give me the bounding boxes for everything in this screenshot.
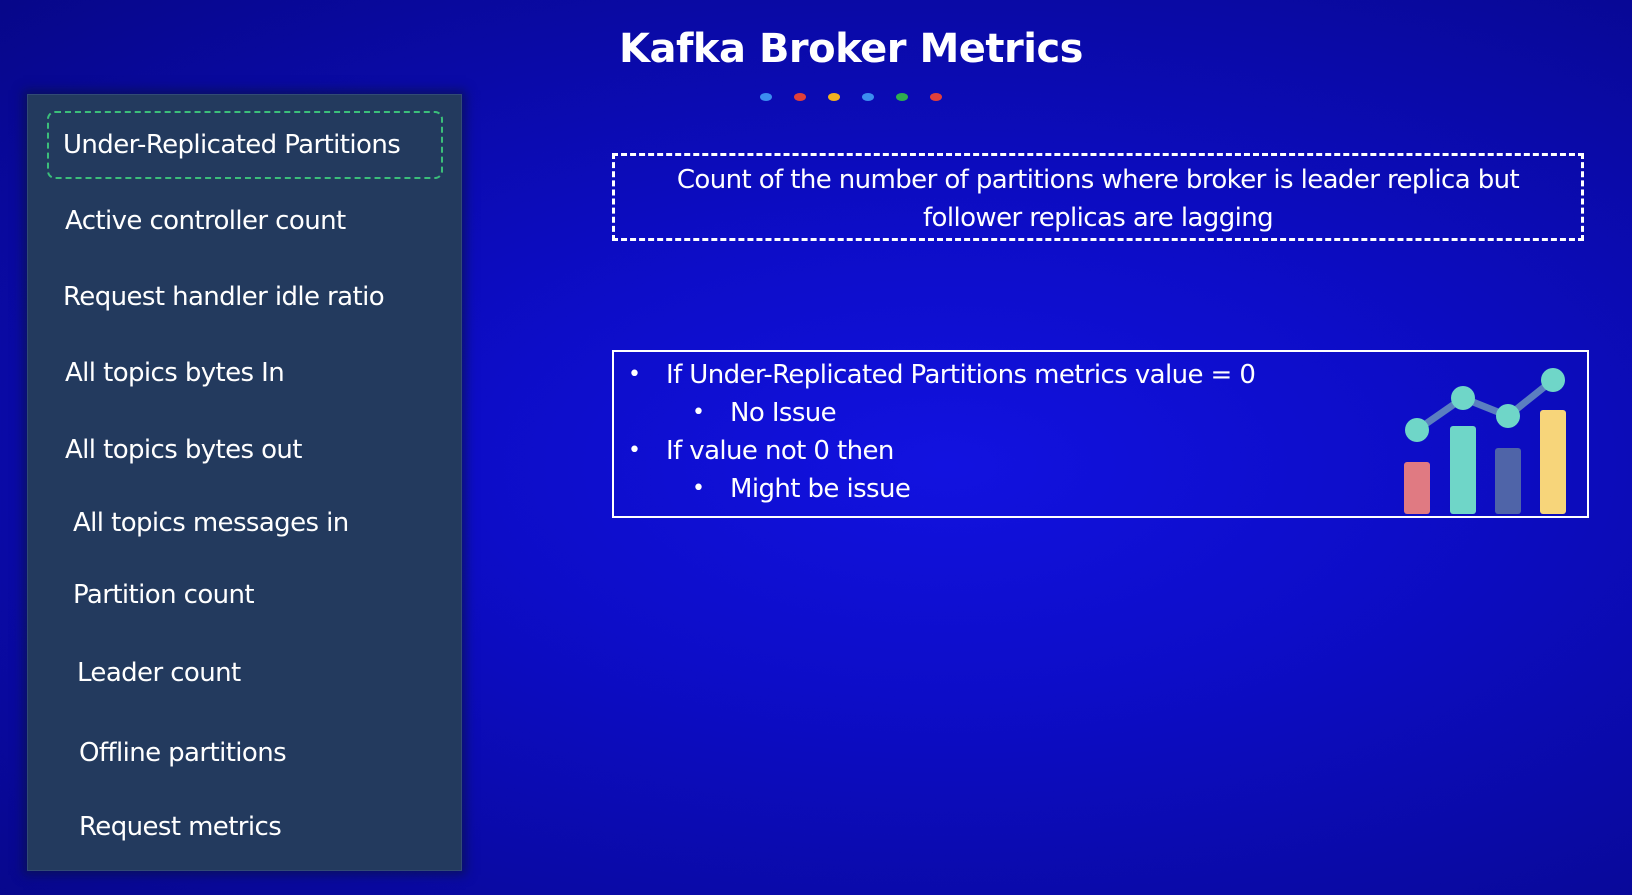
bullet-mark: • [628, 438, 641, 463]
icon-node [1405, 418, 1429, 442]
sidebar-item-under-replicated-partitions[interactable]: Under-Replicated Partitions [46, 111, 444, 179]
bullet-item: • If Under-Replicated Partitions metrics… [628, 358, 1256, 392]
sidebar-item-all-topics-bytes-in[interactable]: All topics bytes In [65, 358, 285, 388]
bullet-mark: • [692, 476, 705, 501]
sidebar-item-offline-partitions[interactable]: Offline partitions [79, 738, 287, 768]
bullet-text: If value not 0 then [666, 436, 894, 466]
icon-bar [1450, 426, 1476, 514]
sidebar-item-request-handler-idle-ratio[interactable]: Request handler idle ratio [63, 282, 385, 312]
icon-node [1541, 368, 1565, 392]
sidebar-item-all-topics-bytes-out[interactable]: All topics bytes out [65, 435, 303, 465]
bullet-mark: • [628, 362, 641, 387]
icon-node [1451, 386, 1475, 410]
decoration-dot [862, 93, 874, 101]
sidebar-item-request-metrics[interactable]: Request metrics [79, 812, 282, 842]
icon-bar [1540, 410, 1566, 514]
sub-bullet-item: • Might be issue [692, 472, 911, 506]
sub-bullet-text: No Issue [730, 398, 837, 428]
icon-bar [1404, 462, 1430, 514]
description-line: Count of the number of partitions where … [676, 165, 1520, 195]
sidebar-item-active-controller-count[interactable]: Active controller count [65, 206, 346, 236]
decoration-dot [794, 93, 806, 101]
metrics-sidebar: Under-Replicated Partitions Active contr… [27, 94, 462, 871]
bullet-mark: • [692, 400, 705, 425]
bullet-text: If Under-Replicated Partitions metrics v… [666, 360, 1256, 390]
decoration-dot [896, 93, 908, 101]
icon-node [1496, 404, 1520, 428]
icon-trend-line [1413, 376, 1557, 434]
bullet-item: • If value not 0 then [628, 434, 894, 468]
sidebar-item-all-topics-messages-in[interactable]: All topics messages in [73, 508, 349, 538]
decoration-dot [828, 93, 840, 101]
sidebar-item-leader-count[interactable]: Leader count [77, 658, 241, 688]
metric-description-box: Count of the number of partitions where … [612, 153, 1584, 241]
metric-interpretation-box: • If Under-Replicated Partitions metrics… [612, 350, 1589, 518]
decoration-dot [760, 93, 772, 101]
sub-bullet-text: Might be issue [730, 474, 911, 504]
sub-bullet-item: • No Issue [692, 396, 837, 430]
icon-bar [1495, 448, 1521, 514]
decoration-dot [930, 93, 942, 101]
description-line: follower replicas are lagging [922, 203, 1274, 233]
bar-line-chart-icon [1404, 368, 1566, 514]
page-title: Kafka Broker Metrics [619, 26, 1083, 72]
sidebar-item-partition-count[interactable]: Partition count [73, 580, 255, 610]
